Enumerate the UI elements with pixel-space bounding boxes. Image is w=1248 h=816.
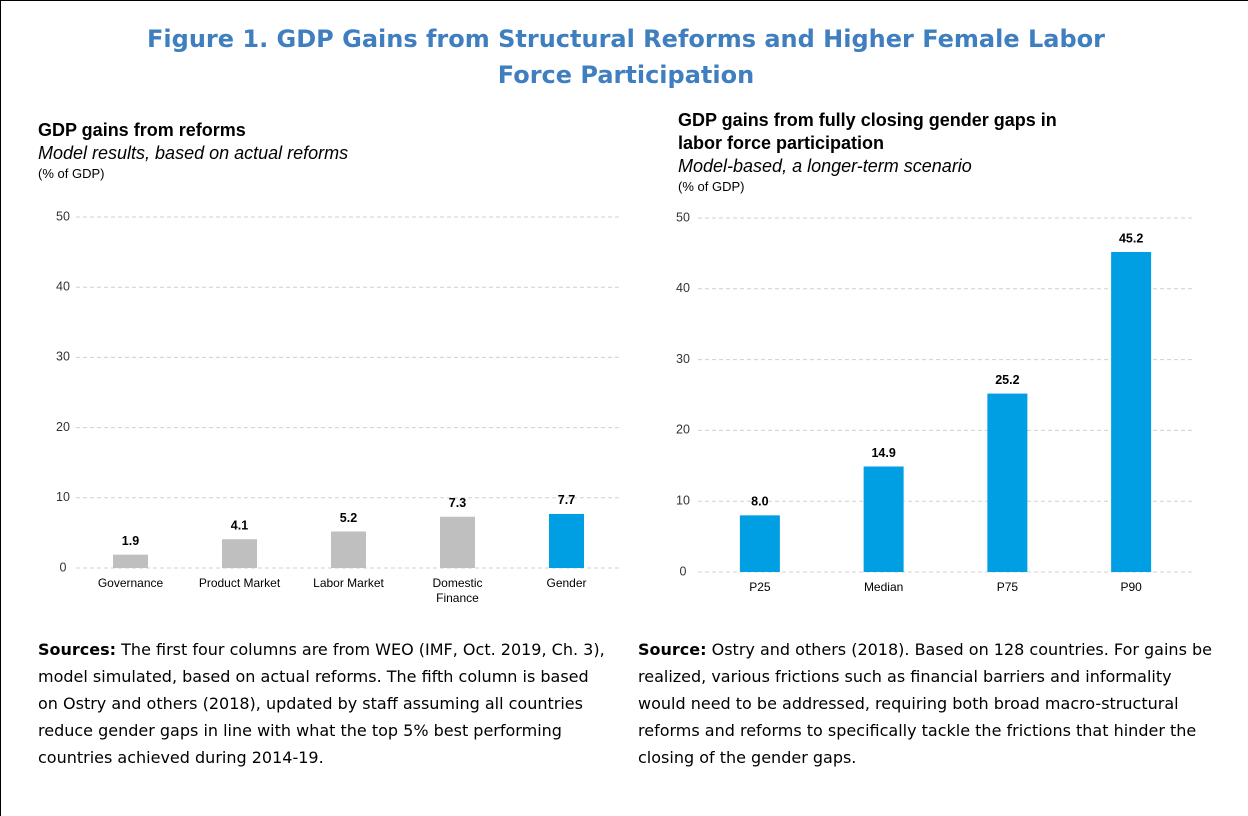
value-label: 14.9: [871, 446, 895, 460]
y-tick-label: 20: [56, 420, 70, 434]
source-text: The first four columns are from WEO (IMF…: [38, 640, 605, 767]
chart-title: GDP gains from fully closing gender gaps…: [678, 110, 1057, 153]
y-tick-label: 30: [56, 350, 70, 364]
x-tick-label: P25: [749, 580, 771, 594]
y-tick-label: 0: [60, 560, 67, 574]
bar: [113, 554, 148, 568]
bar: [331, 531, 366, 568]
bar: [222, 539, 257, 568]
y-tick-label: 20: [676, 423, 690, 437]
bar: [1111, 251, 1152, 572]
chart-subtitle: Model results, based on actual reforms: [38, 143, 349, 163]
value-label: 7.3: [449, 496, 466, 510]
y-tick-label: 10: [676, 493, 690, 507]
bar: [440, 516, 475, 568]
chart-title: GDP gains from reforms: [38, 120, 246, 140]
y-tick-label: 30: [676, 352, 690, 366]
x-tick-label: Median: [863, 580, 904, 594]
x-tick-label: P75: [996, 580, 1019, 594]
source-label: Source:: [638, 640, 707, 659]
x-tick-label: P90: [1120, 580, 1142, 594]
value-label: 25.2: [995, 373, 1019, 387]
x-tick-label: Domestic Finance: [432, 576, 483, 605]
bar: [549, 513, 584, 568]
value-label: 1.9: [122, 534, 139, 548]
x-tick-label: Product Market: [198, 576, 281, 590]
y-axis-label: (% of GDP): [678, 179, 745, 194]
source-note: Source: Ostry and others (2018). Based o…: [638, 636, 1213, 771]
figure-title: Figure 1. GDP Gains from Structural Refo…: [147, 25, 1105, 89]
y-tick-label: 10: [56, 490, 70, 504]
chart-header: GDP gains from fully closing gender gaps…: [678, 109, 1078, 196]
source-text: Ostry and others (2018). Based on 128 co…: [638, 640, 1212, 767]
value-label: 8.0: [751, 495, 768, 509]
chart-header: GDP gains from reforms Model results, ba…: [38, 119, 348, 183]
y-tick-label: 40: [56, 279, 70, 293]
bar: [739, 515, 780, 572]
bar: [863, 466, 904, 572]
source-note: Sources: The first four columns are from…: [38, 636, 613, 771]
y-tick-label: 0: [680, 564, 687, 578]
y-axis-label: (% of GDP): [38, 166, 105, 181]
value-label: 7.7: [558, 493, 575, 507]
x-tick-label: Governance: [97, 576, 164, 590]
source-label: Sources:: [38, 640, 117, 659]
y-tick-label: 50: [56, 209, 70, 223]
y-tick-label: 50: [676, 210, 690, 224]
x-tick-label: Gender: [546, 576, 587, 590]
y-tick-label: 40: [676, 281, 690, 295]
chart-subtitle: Model-based, a longer-term scenario: [678, 156, 972, 176]
bar: [987, 393, 1028, 572]
x-tick-label: Labor Market: [313, 576, 384, 590]
value-label: 45.2: [1119, 231, 1143, 245]
value-label: 5.2: [340, 511, 357, 525]
value-label: 4.1: [231, 519, 248, 533]
